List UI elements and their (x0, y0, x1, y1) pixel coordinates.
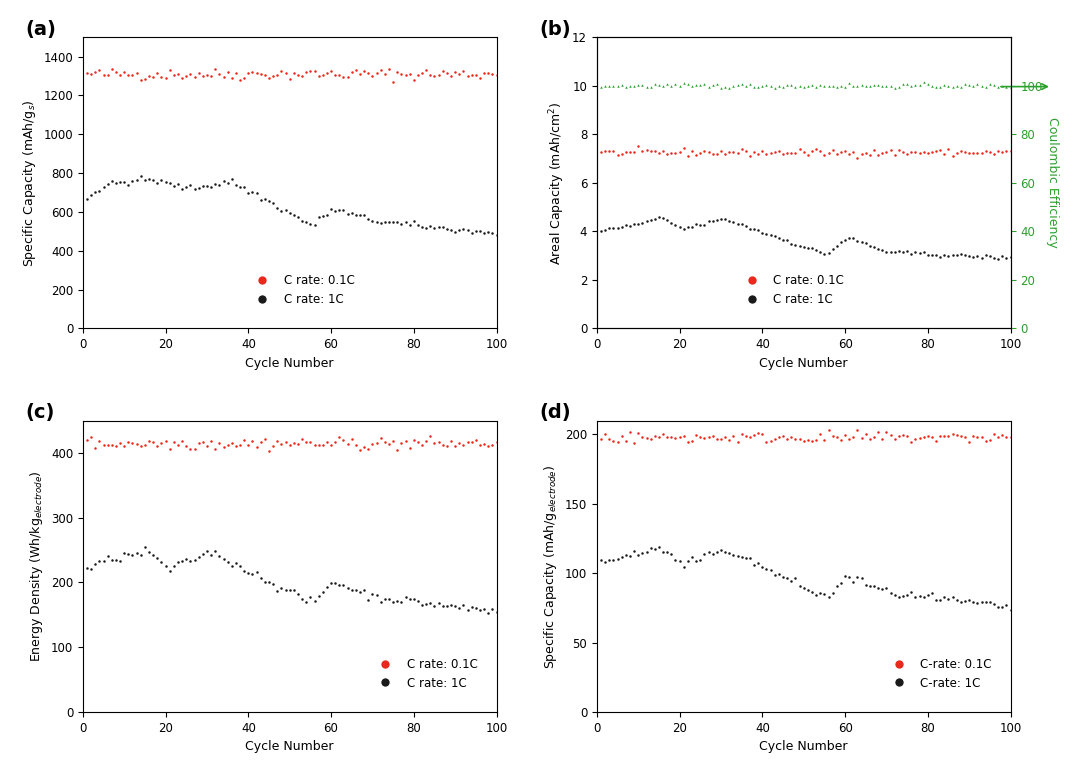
Text: (a): (a) (25, 19, 56, 39)
Y-axis label: Coulombic Efficiency: Coulombic Efficiency (1047, 118, 1059, 248)
Legend: C rate: 0.1C, C rate: 1C: C rate: 0.1C, C rate: 1C (246, 269, 360, 311)
X-axis label: Cycle Number: Cycle Number (759, 740, 848, 753)
Text: (b): (b) (539, 19, 570, 39)
Y-axis label: Specific Capacity (mAh/g$_s$): Specific Capacity (mAh/g$_s$) (21, 99, 38, 266)
X-axis label: Cycle Number: Cycle Number (759, 357, 848, 370)
Text: (d): (d) (539, 403, 570, 422)
Y-axis label: Specific Capacity (mAh/g$_{electrode}$): Specific Capacity (mAh/g$_{electrode}$) (542, 464, 559, 669)
X-axis label: Cycle Number: Cycle Number (245, 357, 334, 370)
Legend: C rate: 0.1C, C rate: 1C: C rate: 0.1C, C rate: 1C (369, 653, 483, 694)
Y-axis label: Areal Capacity (mAh/cm$^2$): Areal Capacity (mAh/cm$^2$) (546, 101, 567, 265)
Text: (c): (c) (25, 403, 54, 422)
Legend: C rate: 0.1C, C rate: 1C: C rate: 0.1C, C rate: 1C (735, 269, 849, 311)
Legend: C-rate: 0.1C, C-rate: 1C: C-rate: 0.1C, C-rate: 1C (882, 653, 997, 694)
Y-axis label: Energy Density (Wh/kg$_{electrode}$): Energy Density (Wh/kg$_{electrode}$) (28, 471, 45, 662)
X-axis label: Cycle Number: Cycle Number (245, 740, 334, 753)
